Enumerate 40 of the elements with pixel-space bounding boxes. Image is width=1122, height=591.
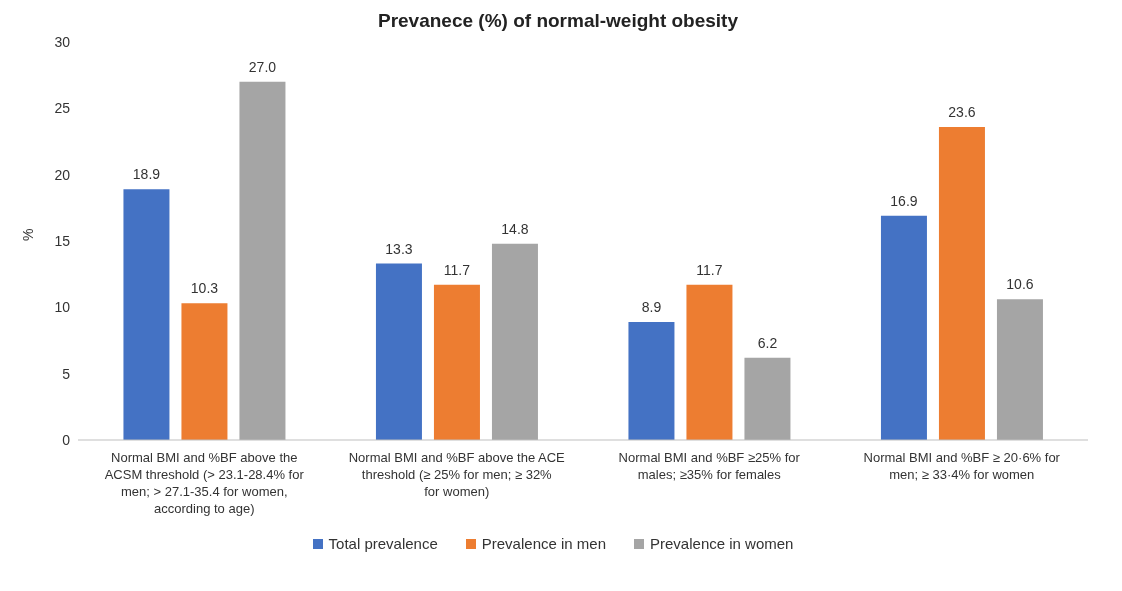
data-label: 10.3 (190, 280, 219, 297)
bar (628, 321, 675, 440)
data-label: 10.6 (1006, 276, 1034, 293)
legend-label: Prevalence in women (649, 535, 794, 552)
bar (938, 126, 985, 440)
bar (880, 215, 927, 440)
bar (491, 243, 538, 440)
y-tick-label: 30 (54, 33, 71, 50)
chart-title: Prevanece (%) of normal-weight obesity (377, 10, 739, 32)
data-label: 16.9 (890, 192, 918, 209)
data-label: 11.7 (696, 261, 723, 278)
x-tick-label: Normal BMI and %BF above the ACE threshold (≥ 25% for men; ≥ 32% for women) (348, 450, 566, 499)
y-tick-label: 25 (54, 100, 71, 117)
data-label: 23.6 (948, 103, 976, 120)
legend-label: Prevalence in men (480, 535, 607, 552)
bar (239, 81, 286, 440)
data-label: 6.2 (757, 334, 778, 351)
bar (181, 303, 228, 440)
x-tick-label: Normal BMI and %BF ≥25% for males; ≥35% for females (618, 450, 801, 482)
data-label: 8.9 (641, 298, 662, 315)
y-tick-label: 5 (62, 365, 71, 382)
x-tick-label: Normal BMI and %BF ≥ 20·6% for men; ≥ 33·4% for women (863, 450, 1061, 482)
y-axis-title: % (19, 228, 36, 241)
data-label: 11.7 (443, 261, 471, 278)
bar (686, 284, 733, 440)
data-label: 14.8 (501, 220, 529, 237)
x-tick-label: Normal BMI and %BF above the ACSM threshold (> 23.1-28.4% for men; > 27.1-35.4 for women, according to age) (104, 450, 305, 516)
data-label: 18.9 (132, 166, 161, 183)
bar (375, 263, 422, 440)
y-tick-label: 0 (62, 431, 71, 448)
data-label: 27.0 (248, 58, 277, 75)
bar (433, 284, 480, 440)
y-tick-label: 15 (54, 232, 71, 249)
y-tick-label: 10 (54, 299, 71, 316)
legend-label: Total prevalence (327, 535, 438, 552)
bar (744, 357, 791, 440)
data-label: 13.3 (385, 240, 413, 257)
bar (996, 299, 1043, 440)
bar (123, 189, 170, 440)
y-tick-label: 20 (54, 166, 71, 183)
